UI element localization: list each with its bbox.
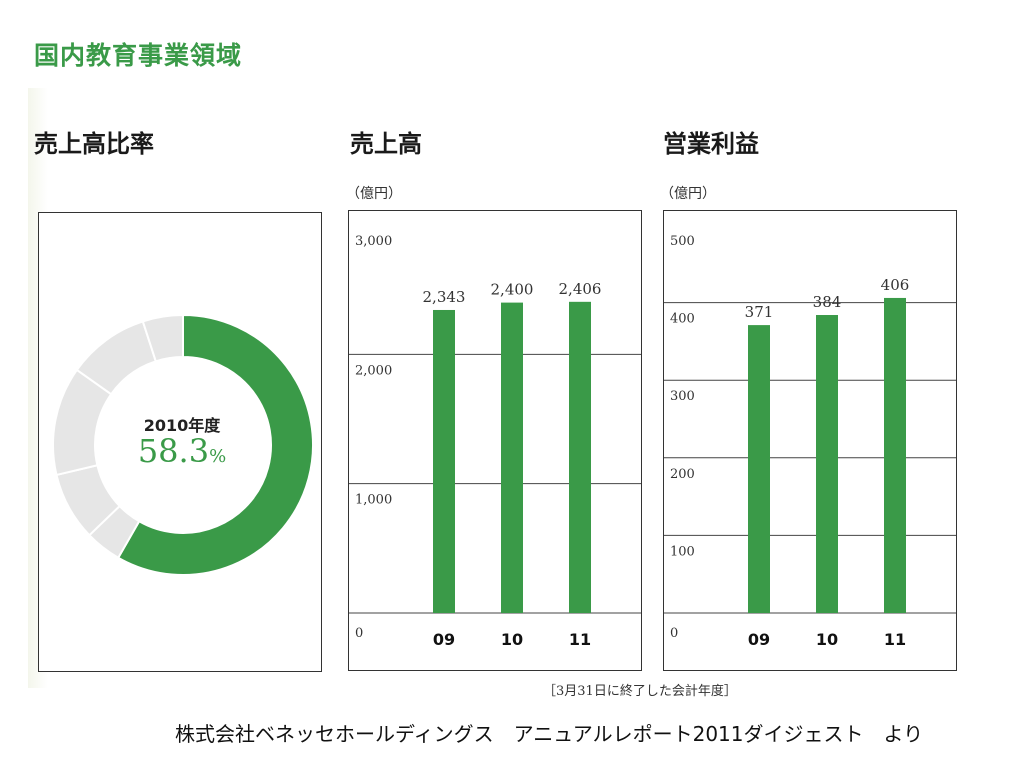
donut-center-unit: % xyxy=(209,446,227,467)
income-category-09: 09 xyxy=(748,630,770,649)
income-chart-title: 営業利益 xyxy=(663,130,759,158)
sales-ytick-1: 1,000 xyxy=(355,493,392,508)
sales-chart-box: 0 1,000 2,000 3,000 2,343 09 2,400 10 2,406 11 xyxy=(348,210,642,671)
sales-bar-11 xyxy=(569,301,591,613)
income-bar-09 xyxy=(748,325,770,613)
sales-bar-chart: 0 1,000 2,000 3,000 2,343 09 2,400 10 2,406 11 xyxy=(349,234,641,649)
ratio-chart-box xyxy=(38,212,322,672)
ratio-chart-title: 売上高比率 xyxy=(34,130,154,158)
income-unit-label: （億円） xyxy=(660,186,716,202)
income-ytick-5: 500 xyxy=(670,234,695,249)
sales-value-label-09: 2,343 xyxy=(423,288,466,306)
income-category-10: 10 xyxy=(816,630,838,649)
income-bar-chart: 0 100 200 300 400 500 371 09 384 10 406 11 xyxy=(664,234,956,649)
income-ytick-0: 0 xyxy=(670,626,678,641)
sales-category-09: 09 xyxy=(433,630,455,649)
income-value-label-11: 406 xyxy=(881,276,910,294)
donut-slice-5 xyxy=(141,313,184,363)
income-ytick-1: 100 xyxy=(670,544,695,559)
sales-category-10: 10 xyxy=(501,630,523,649)
sales-chart-title: 売上高 xyxy=(350,130,422,158)
income-chart-box: 0 100 200 300 400 500 371 09 384 10 406 11 xyxy=(663,210,957,671)
sales-category-11: 11 xyxy=(569,630,591,649)
donut-chart xyxy=(52,313,314,576)
sales-ytick-2: 2,000 xyxy=(355,363,392,378)
sales-bar-10 xyxy=(501,302,523,613)
sales-value-label-10: 2,400 xyxy=(491,281,534,299)
donut-slice-0 xyxy=(116,313,314,576)
sales-bar-09 xyxy=(433,309,455,613)
section-title: 国内教育事業領域 xyxy=(34,41,243,70)
donut-center-number: 58.3 xyxy=(137,432,210,470)
donut-center-value: 58.3% xyxy=(112,432,252,470)
source-note: 株式会社ベネッセホールディングス アニュアルレポート2011ダイジェスト より xyxy=(175,722,924,746)
income-ytick-2: 200 xyxy=(670,467,695,482)
sales-ytick-0: 0 xyxy=(355,626,363,641)
income-bar-11 xyxy=(884,297,906,613)
income-value-label-09: 371 xyxy=(745,303,774,321)
sales-ytick-3: 3,000 xyxy=(355,234,392,249)
income-ytick-4: 400 xyxy=(670,312,695,327)
sales-value-label-11: 2,406 xyxy=(559,280,602,298)
income-category-11: 11 xyxy=(884,630,906,649)
income-bar-10 xyxy=(816,315,838,613)
donut-center-year: 2010年度 xyxy=(143,416,221,435)
sales-unit-label: （億円） xyxy=(346,186,402,202)
income-value-label-10: 384 xyxy=(813,293,842,311)
income-ytick-3: 300 xyxy=(670,389,695,404)
fiscal-year-note: ［3月31日に終了した会計年度］ xyxy=(543,684,737,699)
